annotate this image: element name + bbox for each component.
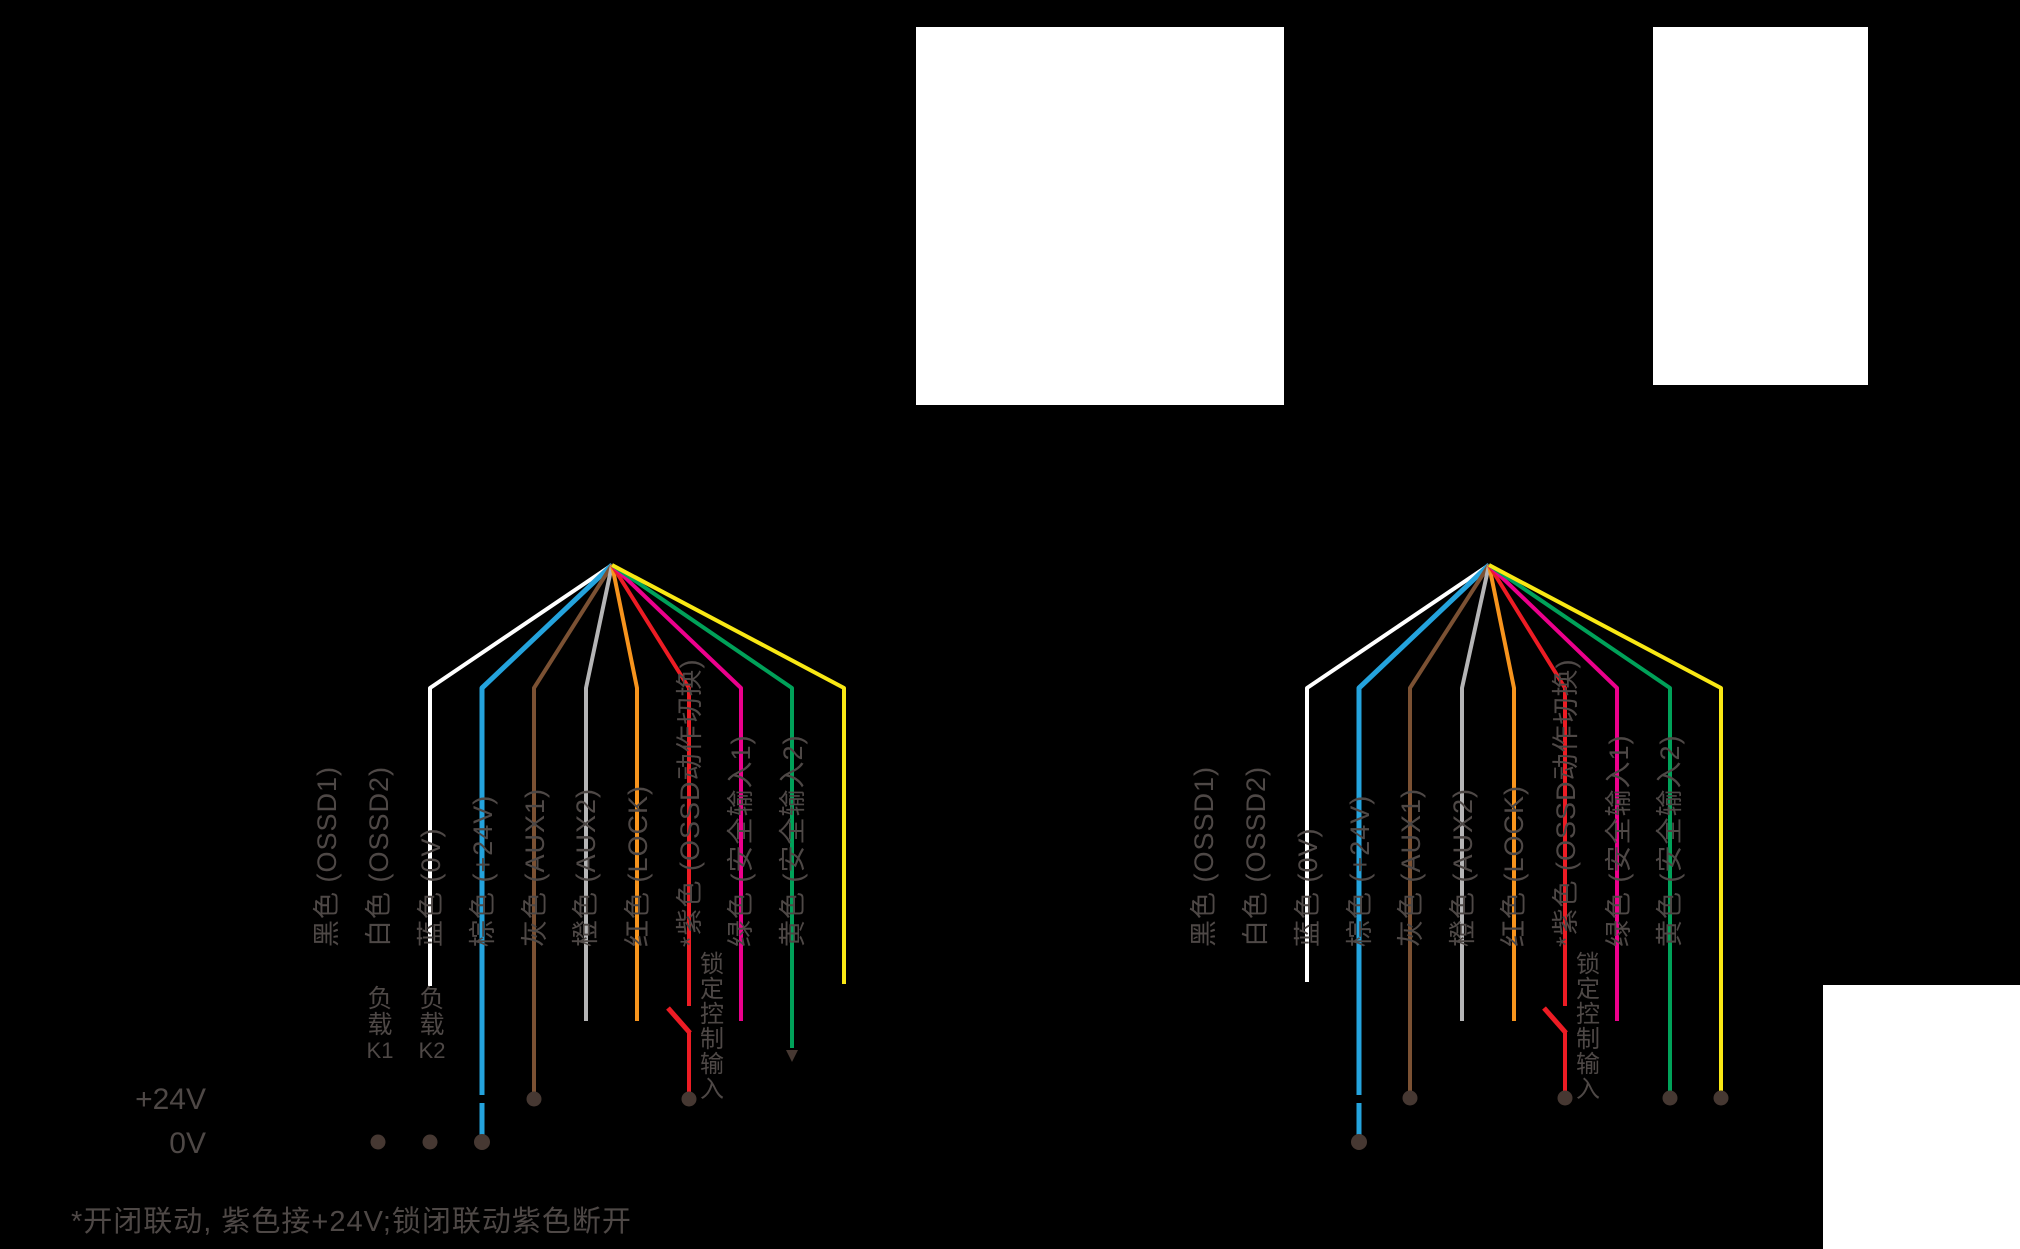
- wire-blue-0v-right: [1356, 563, 1491, 1095]
- dot-0v-blue-left: [474, 1134, 490, 1150]
- dot-24v-red-left: [681, 1091, 697, 1107]
- left-wire-fan: [376, 563, 846, 1139]
- lock-char: 制: [700, 1026, 724, 1053]
- wire-red-lock-right-upper: [1487, 563, 1567, 1006]
- wire-gray-aux1-right: [1460, 564, 1491, 1021]
- load-k1-char-1: 负: [367, 985, 393, 1013]
- dot-24v-yellow-right: [1713, 1090, 1729, 1106]
- wire-brown-24v-left: [532, 563, 614, 1093]
- lock-char: 入: [1576, 1076, 1600, 1103]
- wire-orange-aux2-right: [1487, 564, 1516, 1021]
- wire-purple-ossd-switch-left: [610, 563, 743, 1021]
- load-k1-char-3: K1: [366, 1038, 394, 1063]
- load-k1-char-2: 载: [367, 1011, 393, 1039]
- wire-black-ossd1-right: [1253, 563, 1490, 985]
- wire-red-lock-left-upper: [610, 563, 691, 1006]
- lock-char: 输: [700, 1051, 724, 1078]
- label-red-lock-right: 红色 (LOCK): [1499, 784, 1529, 947]
- device-right: [1284, 27, 1653, 443]
- wire-purple-ossd-switch-right: [1487, 563, 1619, 1021]
- lock-char: 锁: [1576, 951, 1600, 978]
- wire-white-ossd2-right: [1305, 563, 1491, 982]
- label-green-safein1-left: 绿色 (安全输入1): [726, 734, 756, 948]
- label-yellow-safein2-right: 黄色 (安全输入2): [1655, 734, 1685, 948]
- load-k2-char-2: 载: [419, 1011, 445, 1039]
- wire-green-safein1-right: [1487, 563, 1672, 1091]
- rail-label-plus24v: +24V: [135, 1083, 206, 1116]
- lock-switch-blade-right: [1542, 1006, 1568, 1035]
- label-brown-24v-left: 棕色 (+24V): [468, 794, 498, 947]
- label-yellow-safein2-left: 黄色 (安全输入2): [778, 734, 808, 948]
- dot-24v-red-right: [1557, 1090, 1573, 1106]
- wire-brown-24v-right: [1408, 563, 1491, 1092]
- label-blue-0v-right: 蓝色 (0V): [1293, 827, 1323, 947]
- left-connection-dots: [370, 1091, 697, 1150]
- footnote: *开闭联动, 紫色接+24V;锁闭联动紫色断开: [71, 1206, 632, 1238]
- label-black-ossd1-right: 黑色 (OSSD1): [1189, 765, 1219, 947]
- wire-yellow-safein2-left: [611, 563, 846, 984]
- label-purple-switch-left: *紫色 (OSSD动作切换): [675, 658, 705, 947]
- right-wire-fan: [1253, 563, 1723, 1138]
- lock-char: 制: [1576, 1026, 1600, 1053]
- label-black-ossd1-left: 黑色 (OSSD1): [312, 765, 342, 947]
- label-blue-0v-left: 蓝色 (0V): [416, 827, 446, 947]
- label-white-ossd2-left: 白色 (OSSD2): [364, 765, 394, 947]
- lock-char: 定: [1576, 976, 1600, 1003]
- wire-white-ossd2-left: [428, 563, 614, 986]
- white-panel-bottom-right: [1823, 985, 2020, 1249]
- label-white-ossd2-right: 白色 (OSSD2): [1241, 765, 1271, 947]
- label-purple-switch-right: *紫色 (OSSD动作切换): [1551, 658, 1581, 947]
- lock-char: 控: [700, 1001, 724, 1028]
- green-wire-arrowhead-left: [786, 1050, 798, 1062]
- wire-green-safein1-left: [610, 563, 794, 1048]
- dot-0v-white-left: [422, 1134, 438, 1150]
- wire-yellow-safein2-right: [1488, 563, 1723, 1091]
- lock-control-input-label-left: 锁 定 控 制 输 入: [699, 952, 725, 1102]
- wire-blue-0v-left: [479, 563, 614, 1095]
- dot-24v-green-right: [1662, 1090, 1678, 1106]
- load-k2-char-3: K2: [418, 1038, 446, 1063]
- wire-black-ossd1-left: [376, 563, 613, 988]
- dot-0v-blue-right: [1351, 1134, 1367, 1150]
- load-k2-char-1: 负: [419, 985, 445, 1013]
- label-brown-24v-right: 棕色 (+24V): [1345, 794, 1375, 947]
- load-k2-label: 负 载 K2: [417, 986, 447, 1064]
- lock-char: 输: [1576, 1051, 1600, 1078]
- label-red-lock-left: 红色 (LOCK): [623, 784, 653, 947]
- lock-char: 锁: [700, 951, 724, 978]
- wire-gray-aux1-left: [584, 564, 614, 1021]
- white-panel-left-of-right-device: [915, 27, 1284, 405]
- label-gray-aux1-left: 灰色 (AUX1): [520, 787, 550, 947]
- load-k1-label: 负 载 K1: [365, 986, 395, 1064]
- lock-control-input-label-right: 锁 定 控 制 输 入: [1575, 952, 1601, 1102]
- dot-24v-brown-right: [1402, 1090, 1418, 1106]
- label-orange-aux2-right: 橙色 (AUX2): [1448, 787, 1478, 947]
- lock-char: 定: [700, 976, 724, 1003]
- lock-char: 控: [1576, 1001, 1600, 1028]
- device-left: [181, 27, 916, 440]
- dot-0v-black-left: [370, 1134, 386, 1150]
- right-connection-dots: [1351, 1090, 1729, 1150]
- label-orange-aux2-left: 橙色 (AUX2): [571, 787, 601, 947]
- wire-orange-aux2-left: [610, 564, 639, 1021]
- white-panel-right-of-right-device: [1653, 27, 1868, 385]
- label-gray-aux1-right: 灰色 (AUX1): [1396, 787, 1426, 947]
- dot-24v-brown-left: [526, 1091, 542, 1107]
- label-green-safein1-right: 绿色 (安全输入1): [1604, 734, 1634, 948]
- lock-switch-blade-left: [666, 1006, 692, 1035]
- rail-label-0v: 0V: [169, 1127, 206, 1160]
- lock-char: 入: [700, 1076, 724, 1103]
